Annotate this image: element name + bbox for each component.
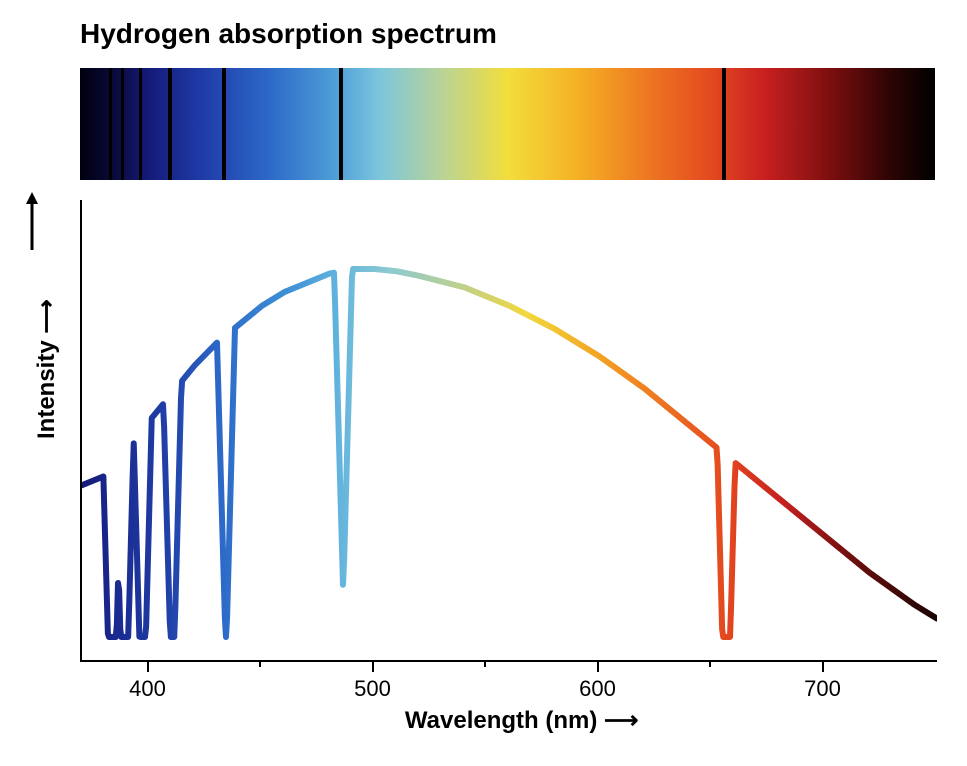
x-tick-label: 600 bbox=[579, 676, 616, 702]
y-axis-label: Intensity ⟶ bbox=[32, 299, 61, 439]
spectrum-band bbox=[80, 68, 935, 180]
y-axis-label-text: Intensity bbox=[33, 341, 60, 440]
absorption-line bbox=[109, 68, 112, 180]
x-tick bbox=[259, 660, 261, 667]
absorption-line bbox=[139, 68, 142, 180]
x-tick-label: 700 bbox=[804, 676, 841, 702]
intensity-curve bbox=[82, 269, 937, 637]
spectrum-gradient bbox=[80, 68, 935, 180]
x-tick-label: 500 bbox=[354, 676, 391, 702]
figure: Hydrogen absorption spectrum Intensity ⟶… bbox=[0, 0, 967, 766]
absorption-line bbox=[339, 68, 343, 180]
x-tick bbox=[822, 660, 824, 672]
x-tick bbox=[372, 660, 374, 672]
y-axis-arrow bbox=[22, 192, 42, 252]
x-axis-arrow-inline: ⟶ bbox=[604, 707, 638, 734]
x-tick bbox=[484, 660, 486, 667]
x-tick bbox=[597, 660, 599, 672]
y-axis-arrow-inline: ⟶ bbox=[33, 299, 60, 333]
x-tick-label: 400 bbox=[129, 676, 166, 702]
x-tick bbox=[147, 660, 149, 672]
absorption-line bbox=[168, 68, 172, 180]
intensity-curve-svg bbox=[82, 200, 937, 660]
absorption-line bbox=[222, 68, 226, 180]
x-axis-label: Wavelength (nm) ⟶ bbox=[405, 706, 639, 735]
chart-title: Hydrogen absorption spectrum bbox=[80, 18, 497, 50]
absorption-line bbox=[722, 68, 726, 180]
x-tick bbox=[709, 660, 711, 667]
x-axis-label-text: Wavelength (nm) bbox=[405, 707, 597, 734]
absorption-line bbox=[121, 68, 124, 180]
plot-area bbox=[80, 200, 937, 662]
